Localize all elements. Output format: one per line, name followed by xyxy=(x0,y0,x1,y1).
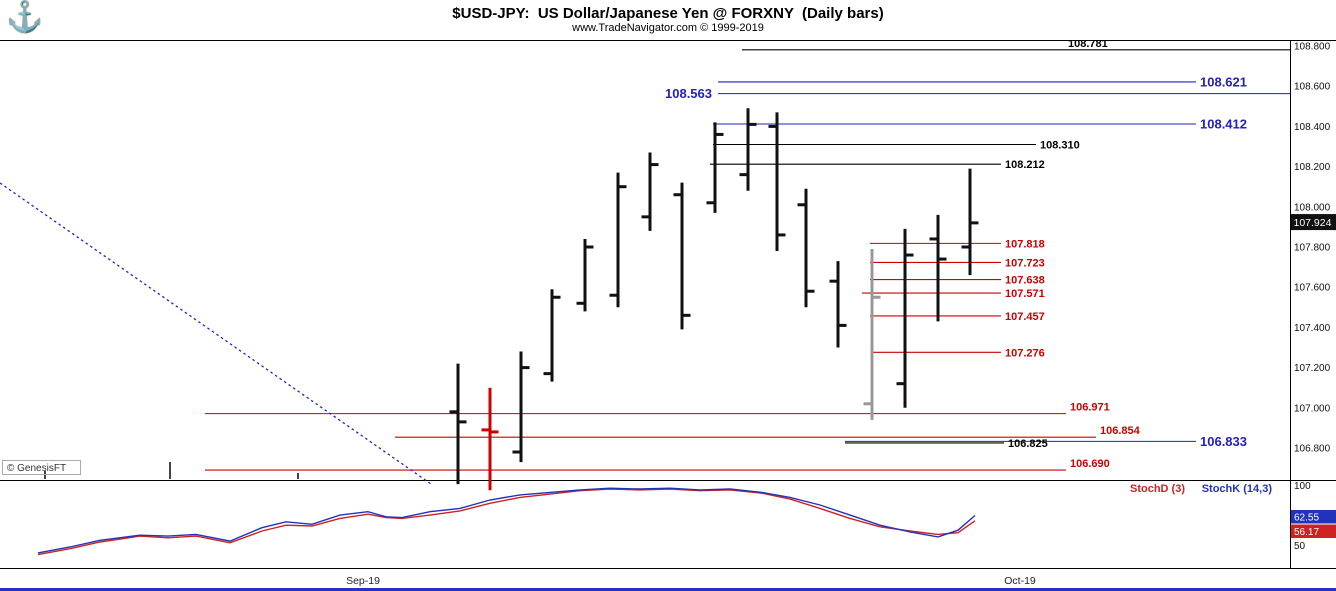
genesis-watermark: © GenesisFT xyxy=(7,463,66,474)
price-level-label: 108.310 xyxy=(1040,139,1080,151)
chart-canvas[interactable]: 108.781 108.621 108.563 108.412 108.310 108.2… xyxy=(0,40,1336,591)
chart-title: $USD-JPY: US Dollar/Japanese Yen @ FORXN… xyxy=(452,5,884,22)
date-axis-label: Oct-19 xyxy=(1004,575,1036,587)
chart-subtitle: www.TradeNavigator.com © 1999-2019 xyxy=(572,22,764,34)
anchor-logo-icon: ⚓ xyxy=(6,1,44,34)
price-axis-tick-label: 108.400 xyxy=(1294,122,1331,133)
chart-header: ⚓ $USD-JPY: US Dollar/Japanese Yen @ FOR… xyxy=(0,0,1336,40)
stoch-axis-top-label: 100 xyxy=(1294,481,1311,492)
price-axis-tick-label: 108.800 xyxy=(1294,42,1331,53)
descending-trendline xyxy=(0,182,432,485)
price-axis-tick-label: 106.800 xyxy=(1294,444,1331,455)
price-axis-tick-label: 108.600 xyxy=(1294,82,1331,93)
price-level-label: 106.971 xyxy=(1070,402,1110,414)
date-axis-label: Sep-19 xyxy=(346,575,380,587)
price-axis-tick-label: 107.600 xyxy=(1294,283,1331,294)
price-level-label: 108.212 xyxy=(1005,159,1045,171)
price-level-label: 107.818 xyxy=(1005,238,1045,250)
price-level-label: 106.690 xyxy=(1070,458,1110,470)
price-level-label: 107.638 xyxy=(1005,275,1045,287)
current-price-label: 107.924 xyxy=(1294,217,1332,229)
price-level-label: 107.571 xyxy=(1005,288,1045,300)
price-level-label: 106.825 xyxy=(1008,438,1048,450)
watermark-box xyxy=(2,460,81,475)
stoch-axis-mid-label: 50 xyxy=(1294,541,1306,552)
stoch-d-value-badge xyxy=(1291,524,1336,538)
price-axis-tick-label: 107.200 xyxy=(1294,363,1331,374)
stoch-d-value-label: 56.17 xyxy=(1294,527,1319,538)
price-axis-tick-label: 108.000 xyxy=(1294,202,1331,213)
price-axis-tick-label: 107.400 xyxy=(1294,323,1331,334)
stoch-k-value-label: 62.55 xyxy=(1294,513,1319,524)
price-level-label: 107.723 xyxy=(1005,257,1045,269)
price-level-label: 108.563 xyxy=(665,86,712,101)
stoch-k-value-badge xyxy=(1291,510,1336,524)
price-level-label: 107.276 xyxy=(1005,347,1045,359)
price-level-label: 108.621 xyxy=(1200,74,1247,89)
stoch-d-line xyxy=(37,488,976,556)
price-level-label: 106.833 xyxy=(1200,434,1247,449)
price-axis-tick-label: 107.800 xyxy=(1294,243,1331,254)
bottom-accent-line xyxy=(0,588,1336,591)
stoch-k-title: StochK (14,3) xyxy=(1202,483,1273,495)
price-axis-tick-label: 107.000 xyxy=(1294,403,1331,414)
current-price-badge xyxy=(1291,214,1336,231)
price-level-label: 108.412 xyxy=(1200,116,1247,131)
price-level-label: 106.854 xyxy=(1100,425,1141,437)
price-axis-tick-label: 108.200 xyxy=(1294,162,1331,173)
stoch-k-line xyxy=(37,487,976,554)
stoch-d-title: StochD (3) xyxy=(1130,483,1185,495)
price-level-label: 108.781 xyxy=(1068,40,1108,50)
price-level-label: 107.457 xyxy=(1005,311,1045,323)
